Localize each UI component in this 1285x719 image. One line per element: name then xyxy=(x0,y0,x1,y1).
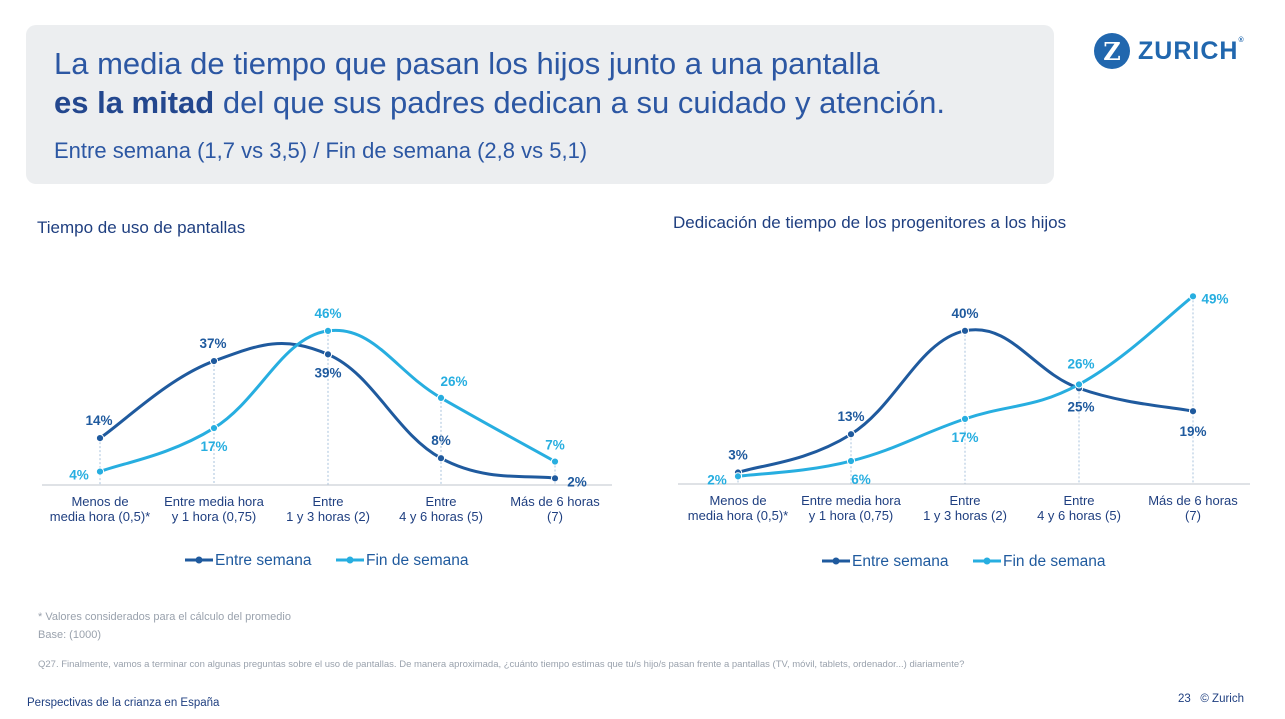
footer-copyright: © Zurich xyxy=(1200,693,1245,705)
chart2-data-label: 26% xyxy=(1067,356,1094,371)
chart1-data-label: 37% xyxy=(199,336,226,351)
footer-page: 23 © Zurich xyxy=(1178,693,1244,705)
chart1-legend-label: Entre semana xyxy=(215,552,312,569)
chart1-data-point xyxy=(436,454,446,463)
chart1-data-label: 17% xyxy=(200,439,227,454)
chart1-data-label: 8% xyxy=(431,433,451,448)
chart2-data-point xyxy=(846,430,856,439)
chart2-tick-label: Entre media hora y 1 hora (0,75) xyxy=(801,493,901,523)
chart1-tick-label: Entre 1 y 3 horas (2) xyxy=(286,494,370,524)
page-headline: La media de tiempo que pasan los hijos j… xyxy=(54,44,945,122)
chart2-data-point xyxy=(846,456,856,466)
header-banner xyxy=(26,25,1054,184)
page-number: 23 xyxy=(1178,693,1191,705)
chart2-tick-label: Entre 4 y 6 horas (5) xyxy=(1037,493,1121,523)
chart2-legend-marker xyxy=(832,557,840,565)
chart1-data-point xyxy=(323,326,333,335)
chart2-series-line-fin-de-semana xyxy=(736,294,1195,478)
chart1-data-label: 39% xyxy=(314,365,341,380)
chart2-data-label: 3% xyxy=(728,448,748,463)
note-question: Q27. Finalmente, vamos a terminar con al… xyxy=(38,659,965,670)
chart1-data-point xyxy=(550,474,560,483)
chart2-data-label: 2% xyxy=(707,472,727,487)
chart1-data-label: 14% xyxy=(85,413,112,428)
note-base: Base: (1000) xyxy=(38,629,101,641)
chart2-data-point xyxy=(1188,407,1198,416)
chart1-tick-label: Entre 4 y 6 horas (5) xyxy=(399,494,483,524)
chart2-data-label: 49% xyxy=(1201,291,1228,306)
chart1-data-label: 46% xyxy=(314,306,341,321)
headline-line1: La media de tiempo que pasan los hijos j… xyxy=(54,46,880,81)
chart1-data-point xyxy=(436,393,446,402)
chart1-legend-marker xyxy=(346,556,354,564)
chart2-tick-label: Menos de media hora (0,5)* xyxy=(688,493,788,523)
chart1-data-point xyxy=(209,356,219,366)
chart2-legend-marker xyxy=(983,557,991,565)
chart2-data-point xyxy=(1188,292,1198,301)
chart2-data-point xyxy=(733,472,743,481)
headline-bold: es la mitad xyxy=(54,85,215,120)
chart2-legend-label: Fin de semana xyxy=(1003,553,1106,570)
chart2-data-label: 19% xyxy=(1179,424,1206,439)
chart2-data-label: 17% xyxy=(951,430,978,445)
chart1-data-label: 2% xyxy=(567,474,587,489)
chart1-data-point xyxy=(95,434,105,443)
chart1-legend-marker xyxy=(195,556,203,564)
chart1-data-label: 26% xyxy=(440,374,467,389)
footer-title: Perspectivas de la crianza en España xyxy=(27,697,220,709)
chart1-data-label: 7% xyxy=(545,438,565,453)
chart1-tick-label: Menos de media hora (0,5)* xyxy=(50,494,150,524)
chart1-data-label: 4% xyxy=(69,468,89,483)
chart2-legend-label: Entre semana xyxy=(852,553,949,570)
chart2-data-point xyxy=(1074,380,1084,389)
zurich-logo: Z ZURICH® xyxy=(1094,33,1245,69)
chart1-data-point xyxy=(323,350,333,359)
chart1-legend-label: Fin de semana xyxy=(366,552,469,569)
chart1-tick-label: Entre media hora y 1 hora (0,75) xyxy=(164,494,264,524)
chart1-data-point xyxy=(550,457,560,466)
chart1-data-point xyxy=(95,467,105,476)
chart1-title: Tiempo de uso de pantallas xyxy=(37,218,246,237)
chart2-data-point xyxy=(960,414,970,423)
chart2-data-label: 25% xyxy=(1067,399,1094,414)
chart2-tick-label: Más de 6 horas (7) xyxy=(1148,493,1238,523)
chart2-title: Dedicación de tiempo de los progenitores… xyxy=(673,213,1067,232)
note-asterisk: * Valores considerados para el cálculo d… xyxy=(38,611,291,623)
zurich-logo-text: ZURICH® xyxy=(1138,36,1245,65)
zurich-logo-mark: Z xyxy=(1094,33,1130,69)
chart2-data-label: 40% xyxy=(951,306,978,321)
chart2-tick-label: Entre 1 y 3 horas (2) xyxy=(923,493,1007,523)
chart2-data-label: 6% xyxy=(851,472,871,487)
chart2-data-label: 13% xyxy=(837,409,864,424)
chart2-data-point xyxy=(960,326,970,335)
page-subtitle: Entre semana (1,7 vs 3,5) / Fin de seman… xyxy=(54,138,588,163)
headline-line2: del que sus padres dedican a su cuidado … xyxy=(214,85,945,120)
chart1-data-point xyxy=(209,423,219,433)
chart1-tick-label: Más de 6 horas (7) xyxy=(510,494,600,524)
